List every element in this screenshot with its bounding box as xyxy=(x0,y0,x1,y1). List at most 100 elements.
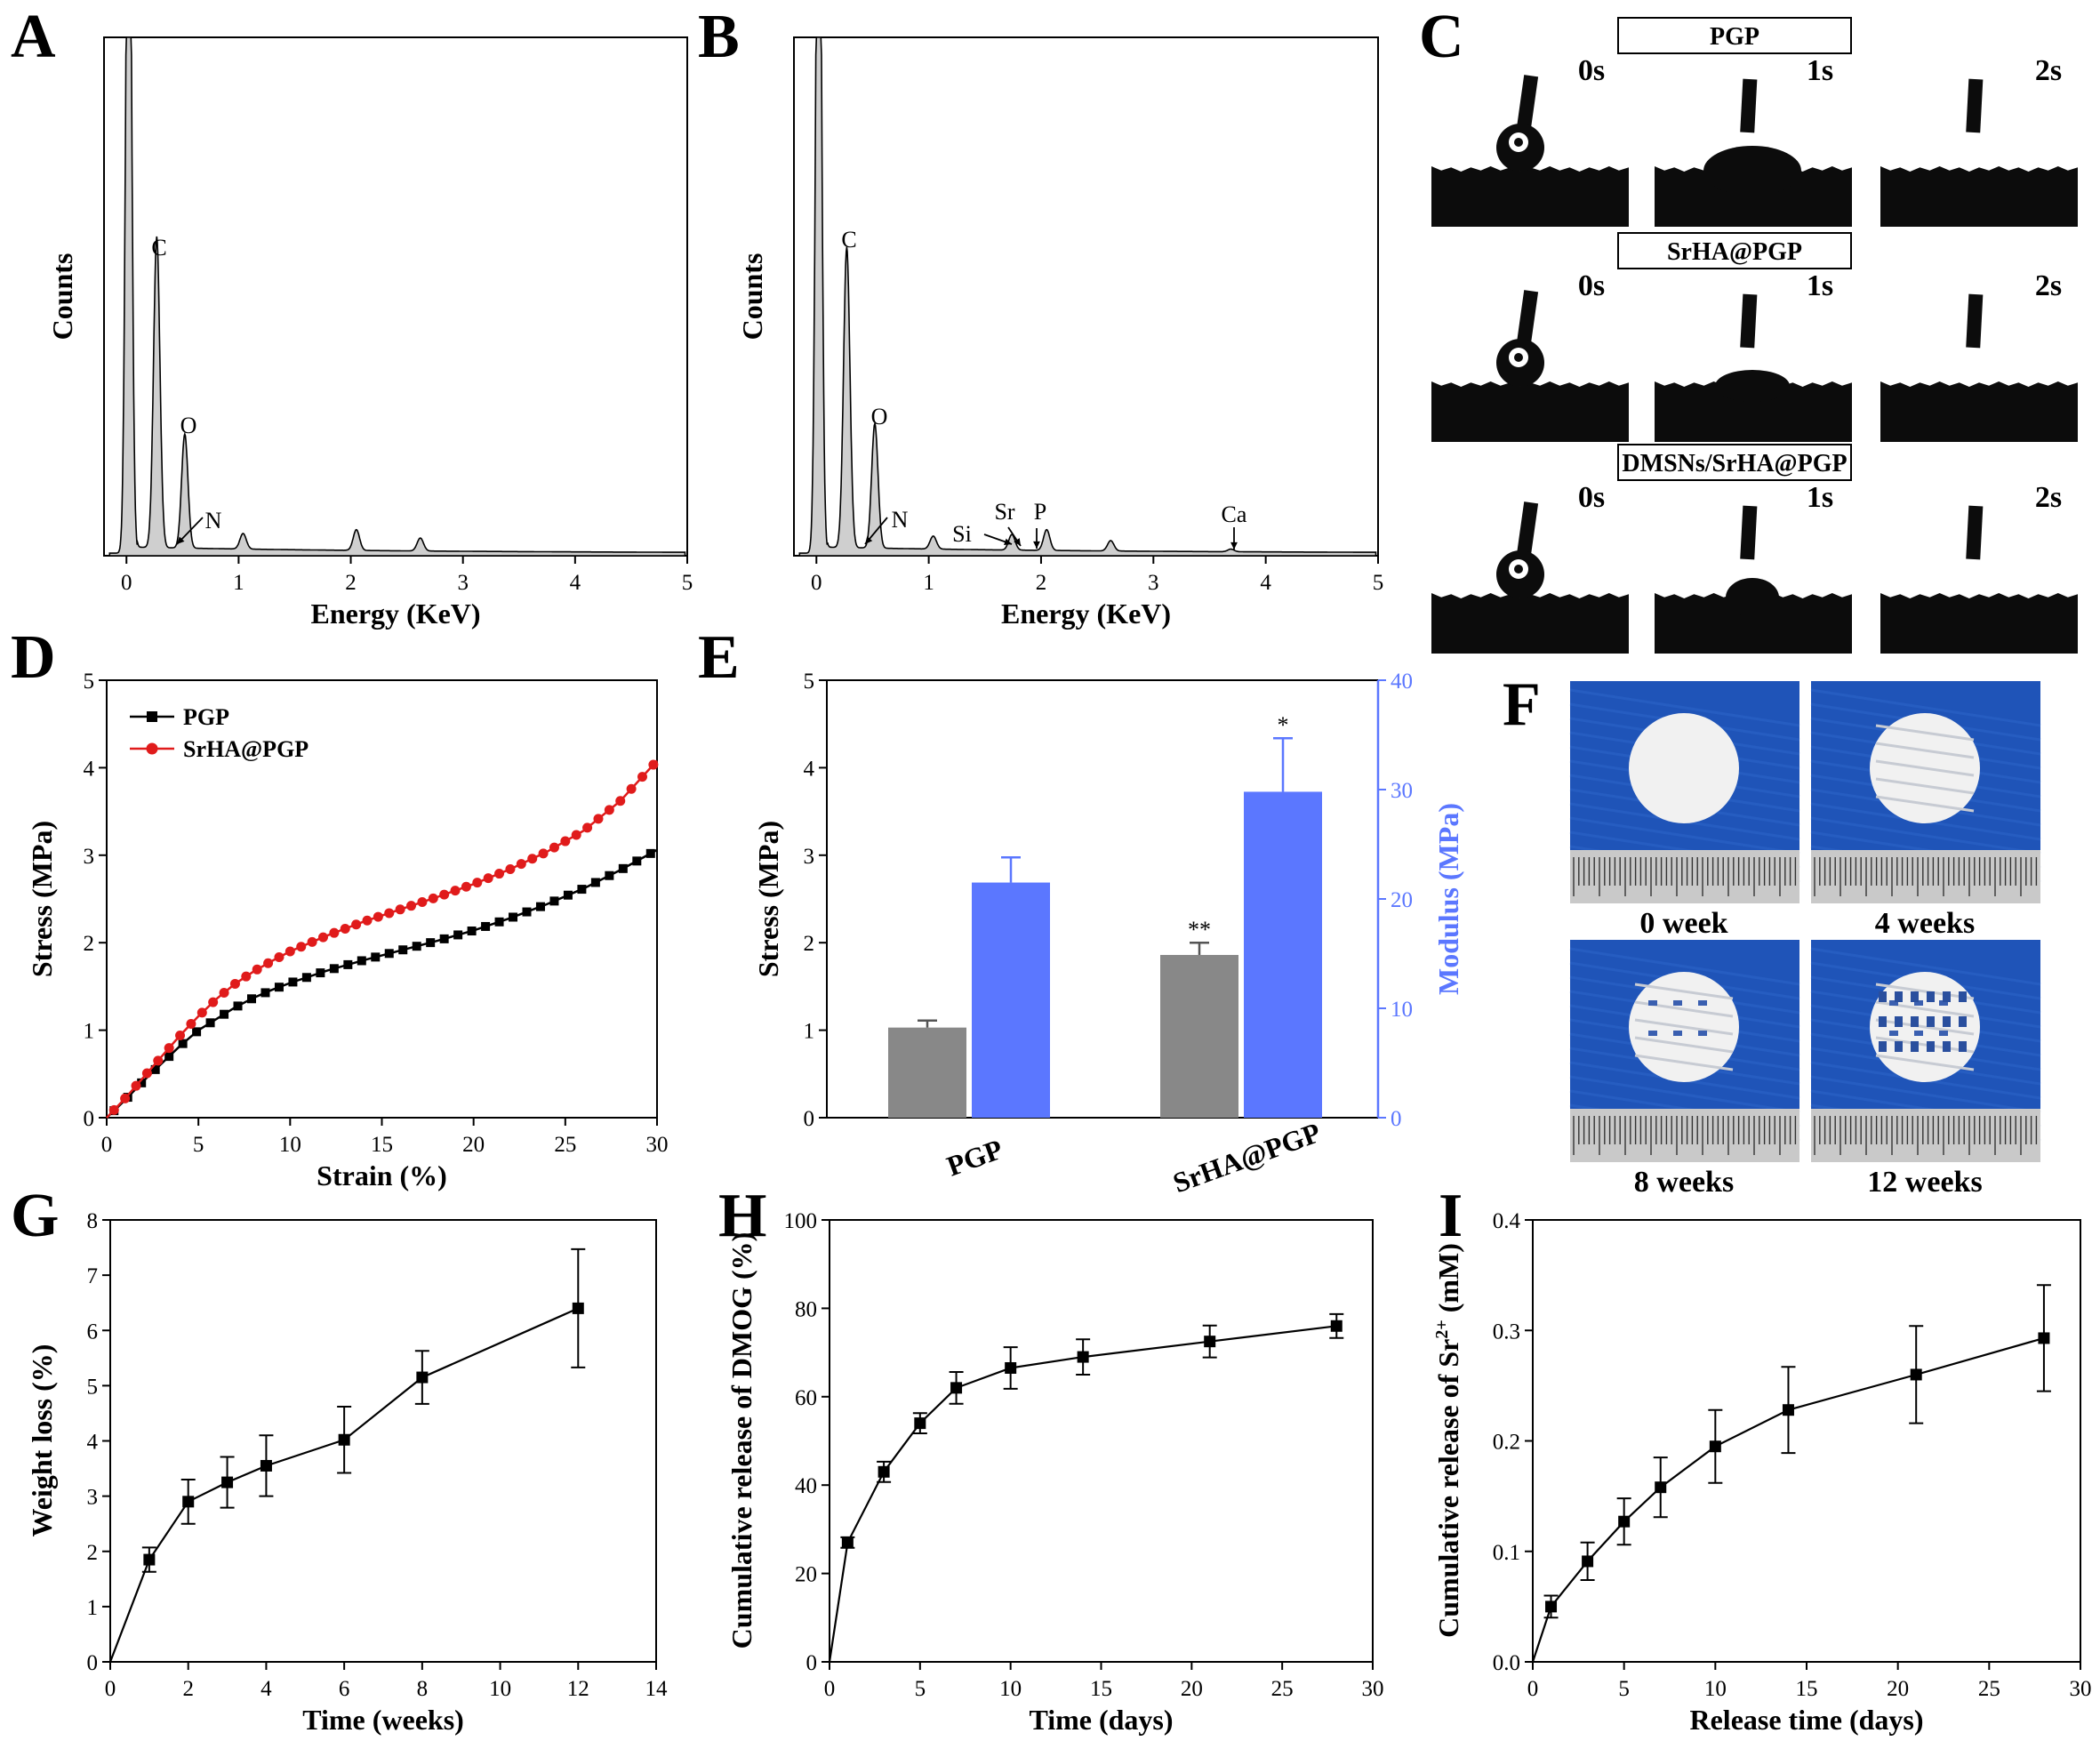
spread-droplet xyxy=(1726,578,1779,617)
data-point xyxy=(572,1302,584,1314)
panel-label: A xyxy=(11,3,56,71)
data-point xyxy=(509,912,518,922)
scaffold-strut xyxy=(1875,795,1975,813)
y2-tick-label: 40 xyxy=(1391,670,1413,694)
panel-label: C xyxy=(1419,3,1464,71)
data-point xyxy=(604,805,614,815)
x-axis-label: Energy (KeV) xyxy=(310,598,480,630)
x-tick-label: 12 xyxy=(567,1677,589,1701)
spectrum-area xyxy=(108,36,686,557)
peak-label: C xyxy=(841,227,856,253)
data-point xyxy=(1582,1555,1594,1568)
scaffold-strut xyxy=(1634,1036,1734,1054)
x-tick-label: 5 xyxy=(682,571,693,595)
fabric-texture xyxy=(1569,688,1800,727)
category-label: PGP xyxy=(942,1133,1006,1183)
data-point xyxy=(645,848,655,858)
data-point xyxy=(288,977,298,987)
ruler xyxy=(1570,1109,1799,1162)
y-tick-label: 3 xyxy=(84,845,95,869)
data-point xyxy=(439,934,449,943)
scaffold-pore xyxy=(1895,1016,1903,1027)
y-tick-label: 100 xyxy=(784,1209,818,1233)
legend-label: SrHA@PGP xyxy=(183,736,309,762)
data-point xyxy=(1077,1351,1089,1363)
sr-release-chart: 0 5 10 15 20 25 30 0.0 0.1 0.2 0.3 0.4 Release time … xyxy=(1432,1182,2092,1736)
peak-label: N xyxy=(892,507,909,533)
x-tick-label: 3 xyxy=(457,571,469,595)
data-point xyxy=(219,987,229,998)
y-axis-label: Counts xyxy=(46,253,78,341)
data-point xyxy=(317,932,328,943)
scaffold-pore xyxy=(1895,1041,1903,1052)
y2-tick-label: 10 xyxy=(1391,998,1413,1022)
data-point xyxy=(252,964,262,975)
y-tick-label: 5 xyxy=(84,670,95,694)
scaffold-strut xyxy=(1634,1018,1734,1036)
peak-label: C xyxy=(151,235,166,261)
fabric-texture xyxy=(1569,1075,1800,1114)
substrate xyxy=(1880,593,2078,654)
x-tick-label: 30 xyxy=(2070,1677,2092,1701)
peak-label: Ca xyxy=(1222,501,1247,527)
x-tick-label: 20 xyxy=(1887,1677,1909,1701)
peak-arrow-head xyxy=(1014,538,1021,546)
droplet-core xyxy=(1514,138,1523,147)
x-tick-label: 3 xyxy=(1148,571,1159,595)
substrate xyxy=(1655,166,1852,227)
data-point xyxy=(120,1093,131,1103)
data-point xyxy=(351,919,362,930)
data-point xyxy=(914,1417,926,1430)
panel-label: D xyxy=(11,623,56,692)
data-point xyxy=(343,959,353,969)
y-tick-label: 0 xyxy=(84,1107,95,1131)
y-tick-label: 4 xyxy=(87,1431,99,1455)
peak-arrow-head xyxy=(1230,542,1238,550)
panel-label: G xyxy=(11,1182,59,1250)
data-point xyxy=(472,878,483,888)
data-point xyxy=(582,822,593,833)
scaffold-disc xyxy=(1629,713,1739,823)
plot-frame xyxy=(109,1219,657,1663)
needle xyxy=(1966,505,1984,560)
time-label: 1s xyxy=(1807,481,1833,514)
y-tick-label: 80 xyxy=(795,1297,817,1321)
bar-modulus xyxy=(1244,791,1322,1118)
x-tick-label: 0 xyxy=(121,571,132,595)
significance-mark: ** xyxy=(1188,917,1211,943)
data-point xyxy=(615,796,626,806)
y-tick-label: 2 xyxy=(84,932,95,956)
plot-frame xyxy=(829,1219,1374,1663)
data-point xyxy=(535,902,545,911)
photo-caption: 12 weeks xyxy=(1867,1166,1982,1199)
data-point xyxy=(549,842,559,853)
x-tick-label: 4 xyxy=(1260,571,1271,595)
data-point xyxy=(220,1009,229,1019)
plot-frame xyxy=(1532,1219,2081,1663)
data-point xyxy=(648,759,659,770)
data-point xyxy=(175,1031,186,1041)
data-point xyxy=(296,942,307,952)
scaffold-pore xyxy=(1959,1016,1967,1027)
scaffold-strut xyxy=(1875,1018,1975,1036)
data-point xyxy=(316,968,325,978)
data-point xyxy=(1330,1320,1343,1332)
x-axis-label: Release time (days) xyxy=(1689,1704,1923,1736)
y-tick-label: 0 xyxy=(806,1651,818,1675)
sample-name-box xyxy=(1617,17,1852,54)
y-tick-label: 20 xyxy=(795,1563,817,1587)
data-point xyxy=(329,964,339,974)
x-tick-label: 0 xyxy=(811,571,822,595)
data-point xyxy=(461,881,471,892)
scaffold-strut xyxy=(1875,1054,1975,1071)
data-point xyxy=(453,930,463,940)
scaffold-pore xyxy=(1698,1031,1707,1036)
x-tick-label: 6 xyxy=(339,1677,350,1701)
sample-name-box xyxy=(1617,232,1852,269)
x-tick-label: 15 xyxy=(1090,1677,1112,1701)
data-point xyxy=(571,830,581,840)
data-point xyxy=(516,859,526,870)
x-tick-label: 25 xyxy=(1271,1677,1294,1701)
ruler xyxy=(1811,850,2040,903)
data-point xyxy=(483,873,493,884)
